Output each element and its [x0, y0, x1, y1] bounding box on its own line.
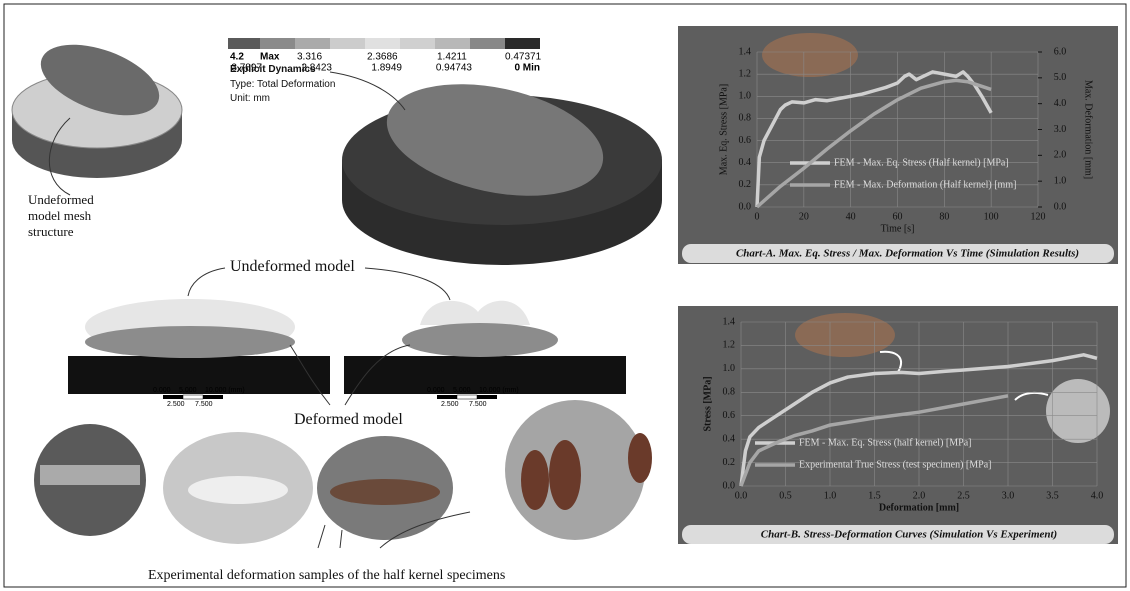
x-axis-label: Deformation [mm] — [879, 502, 959, 513]
legend-label: FEM - Max. Deformation (Half kernel) [mm… — [834, 179, 1016, 190]
scale-bar — [203, 395, 223, 399]
legend-label: Experimental True Stress (test specimen)… — [799, 459, 991, 470]
side-view-right — [344, 301, 626, 394]
x-tick-label: 1.0 — [824, 490, 837, 501]
colorbar-label: 3.316 — [297, 52, 322, 63]
kernel-icon — [762, 33, 858, 77]
y2-axis-label: Max. Deformation [mm] — [1083, 80, 1094, 179]
y2-tick-label: 5.0 — [1054, 72, 1067, 83]
x-tick-label: 0 — [755, 211, 760, 222]
scale-label: 5.000 — [179, 387, 197, 394]
x-tick-label: 3.5 — [1046, 490, 1059, 501]
unit-label: Unit: mm — [230, 93, 270, 104]
y-tick-label: 1.2 — [739, 68, 752, 79]
x-tick-label: 60 — [893, 211, 903, 222]
type-label: Type: Total Deformation — [230, 79, 335, 90]
scale-label: 7.500 — [469, 401, 487, 408]
scale-bar — [183, 395, 203, 399]
x-tick-label: 0.0 — [735, 490, 748, 501]
chart-caption: Chart-A. Max. Eq. Stress / Max. Deformat… — [736, 248, 1079, 260]
y-tick-label: 0.2 — [739, 179, 752, 190]
analysis-label: Explicit Dynamics — [230, 64, 316, 75]
x-tick-label: 4.0 — [1091, 490, 1104, 501]
scale-label: 0.000 — [427, 387, 445, 394]
x-tick-label: 120 — [1031, 211, 1046, 222]
scale-bar — [163, 395, 183, 399]
x-tick-label: 100 — [984, 211, 999, 222]
chart-caption: Chart-B. Stress-Deformation Curves (Simu… — [761, 529, 1057, 541]
y-tick-label: 0.8 — [723, 387, 736, 398]
undeformed-label: Undeformed model — [230, 258, 355, 276]
y-tick-label: 0.8 — [739, 113, 752, 124]
x-tick-label: 0.5 — [779, 490, 792, 501]
x-tick-label: 20 — [799, 211, 809, 222]
mesh-label: Undeformed model mesh structure — [28, 192, 128, 240]
arrow — [330, 72, 405, 110]
figure: 4.2Max3.3162.36861.42110.473713.78972.84… — [0, 0, 1130, 591]
legend-label: FEM - Max. Eq. Stress (half kernel) [MPa… — [799, 437, 971, 448]
y2-tick-label: 6.0 — [1054, 46, 1067, 57]
y2-tick-label: 2.0 — [1054, 150, 1067, 161]
y-tick-label: 0.4 — [739, 157, 752, 168]
scale-label: 7.500 — [195, 401, 213, 408]
colorbar-label: 2.3686 — [367, 52, 398, 63]
y2-tick-label: 0.0 — [1054, 201, 1067, 212]
mesh-model — [12, 31, 182, 178]
deformed-label: Deformed model — [294, 411, 403, 429]
scale-label: 2.500 — [441, 401, 459, 408]
x-axis-label: Time [s] — [881, 223, 915, 234]
x-tick-label: 40 — [846, 211, 856, 222]
legend-label: FEM - Max. Eq. Stress (Half kernel) [MPa… — [834, 157, 1009, 168]
y-tick-label: 1.0 — [739, 91, 752, 102]
y2-tick-label: 3.0 — [1054, 124, 1067, 135]
x-tick-label: 1.5 — [868, 490, 881, 501]
figure-art: 4.2Max3.3162.36861.42110.473713.78972.84… — [0, 0, 1130, 591]
scale-label: 10.000 (mm) — [479, 387, 519, 394]
y2-tick-label: 4.0 — [1054, 98, 1067, 109]
y-tick-label: 1.2 — [723, 340, 736, 351]
colorbar — [228, 38, 540, 49]
scale-label: 5.000 — [453, 387, 471, 394]
colorbar-label: Max — [260, 52, 280, 63]
scale-bar — [457, 395, 477, 399]
colorbar-label: 0 Min — [514, 63, 540, 74]
y-tick-label: 1.0 — [723, 363, 736, 374]
colorbar-label: 0.47371 — [505, 52, 542, 63]
x-tick-label: 2.5 — [957, 490, 970, 501]
y-tick-label: 0.6 — [723, 410, 736, 421]
deformed-mesh-model — [342, 66, 662, 265]
x-tick-label: 3.0 — [1002, 490, 1015, 501]
kernel-icon — [795, 313, 895, 357]
x-tick-label: 2.0 — [913, 490, 926, 501]
y2-tick-label: 1.0 — [1054, 175, 1067, 186]
specimen-icon — [1046, 379, 1110, 443]
scale-label: 2.500 — [167, 401, 185, 408]
y-tick-label: 1.4 — [739, 46, 752, 57]
y-tick-label: 1.4 — [723, 316, 736, 327]
colorbar-label: 0.94743 — [436, 63, 473, 74]
experiment-label: Experimental deformation samples of the … — [148, 568, 505, 584]
y-tick-label: 0.0 — [723, 480, 736, 491]
y-axis-label: Max. Eq. Stress [MPa] — [718, 84, 729, 175]
arrow — [188, 268, 225, 296]
scale-label: 10.000 (mm) — [205, 387, 245, 394]
colorbar-label: 1.4211 — [437, 52, 467, 63]
colorbar-label: 1.8949 — [371, 63, 402, 74]
y-tick-label: 0.4 — [723, 433, 736, 444]
y-axis-label: Stress [MPa] — [702, 376, 713, 431]
scale-bar — [437, 395, 457, 399]
colorbar-label: 4.2 — [230, 52, 244, 63]
y-tick-label: 0.2 — [723, 457, 736, 468]
scale-bar — [477, 395, 497, 399]
y-tick-label: 0.6 — [739, 135, 752, 146]
y-tick-label: 0.0 — [739, 201, 752, 212]
x-tick-label: 80 — [939, 211, 949, 222]
scale-label: 0.000 — [153, 387, 171, 394]
arrow — [365, 268, 450, 300]
